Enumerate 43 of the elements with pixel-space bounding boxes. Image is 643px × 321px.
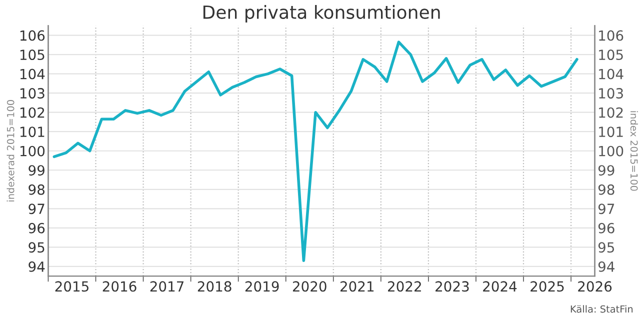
y2-tick-label: 103 (599, 88, 623, 99)
x-tick-label: 2021 (340, 281, 374, 292)
y-tick-label: 98 (28, 184, 44, 195)
y2-axis-title: index 2015=100 (630, 111, 638, 191)
x-tick-label: 2024 (483, 281, 517, 292)
y2-tick-label: 106 (599, 30, 624, 41)
y2-tick-label: 97 (598, 204, 614, 214)
y-tick-label: 103 (20, 88, 44, 99)
y2-tick-label: 101 (599, 126, 623, 138)
x-tick-label: 2022 (388, 281, 421, 292)
y-tick-label: 95 (28, 242, 44, 253)
y2-tick-label: 104 (599, 68, 624, 80)
y2-tick-label: 95 (598, 242, 614, 253)
chart-title: Den privata konsumtionen (203, 5, 440, 22)
x-tick-label: 2017 (150, 281, 184, 292)
x-tick-label: 2025 (530, 281, 564, 292)
y-tick-label: 104 (20, 68, 45, 80)
y2-tick-label: 94 (598, 261, 614, 272)
x-tick-label: 2023 (436, 281, 469, 292)
x-tick-label: 2015 (55, 281, 88, 292)
y2-tick-label: 105 (599, 50, 623, 60)
y2-tick-label: 102 (599, 107, 623, 118)
y-tick-label: 100 (20, 146, 45, 156)
y2-tick-label: 98 (598, 184, 614, 195)
y2-tick-label: 96 (598, 222, 614, 234)
y-tick-label: 102 (20, 107, 44, 118)
x-tick-label: 2018 (198, 281, 232, 292)
y-tick-label: 96 (28, 222, 45, 234)
x-tick-label: 2026 (578, 281, 612, 292)
y2-tick-label: 100 (599, 146, 624, 156)
text: Källa: StatFin (570, 305, 633, 313)
x-tick-label: 2019 (245, 281, 279, 292)
y-tick-label: 99 (28, 165, 44, 176)
y-tick-label: 97 (28, 204, 44, 214)
x-tick-label: 2016 (102, 281, 136, 292)
y-tick-label: 105 (20, 50, 44, 60)
y-tick-label: 106 (20, 30, 45, 41)
y2-tick-label: 99 (598, 165, 614, 176)
line-series (52, 40, 578, 262)
y-tick-label: 101 (20, 126, 44, 138)
y-axis-title: indexerad 2015=100 (6, 100, 14, 202)
y-tick-label: 94 (28, 261, 45, 272)
x-tick-label: 2020 (292, 281, 326, 292)
